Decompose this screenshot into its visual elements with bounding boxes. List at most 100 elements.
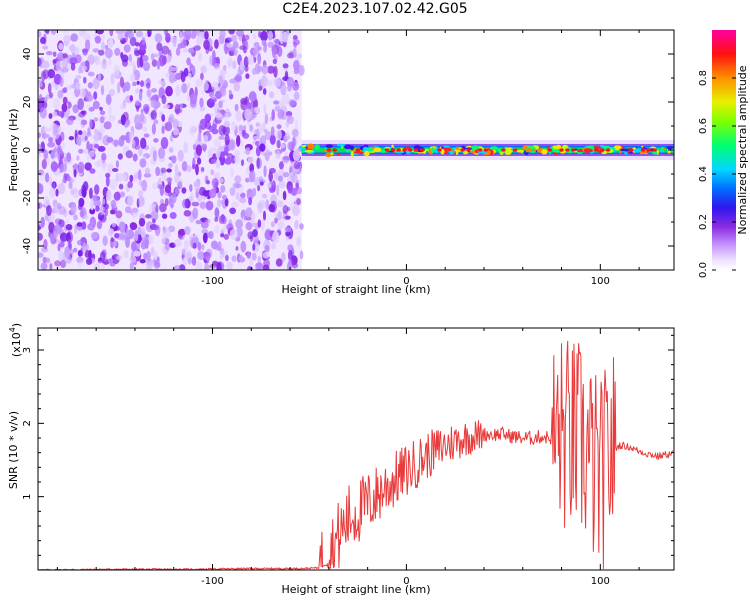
noise-speck: [53, 230, 59, 239]
noise-speck: [137, 169, 142, 181]
noise-speck: [232, 60, 237, 70]
signal-blob: [442, 147, 452, 152]
noise-speck: [282, 63, 289, 69]
noise-speck: [151, 123, 156, 135]
noise-speck: [258, 85, 263, 92]
noise-speck: [249, 257, 254, 267]
noise-speck: [235, 246, 239, 251]
noise-speck: [194, 181, 201, 193]
noise-speck: [292, 48, 297, 58]
signal-blob: [430, 147, 435, 153]
noise-speck: [264, 244, 270, 253]
noise-speck: [220, 151, 225, 159]
noise-speck: [186, 82, 191, 89]
noise-speck: [153, 261, 160, 269]
noise-speck: [150, 110, 157, 120]
noise-speck: [161, 167, 167, 174]
noise-speck: [124, 31, 128, 43]
noise-speck: [112, 240, 118, 248]
noise-speck: [213, 62, 220, 70]
signal-peak: [600, 148, 605, 152]
noise-speck: [293, 91, 300, 101]
signal-blob: [330, 152, 334, 156]
noise-speck: [244, 34, 250, 41]
noise-speck: [41, 159, 47, 170]
signal-blob: [336, 153, 341, 156]
noise-speck: [153, 119, 159, 125]
noise-speck: [47, 82, 52, 94]
signal-peak: [547, 148, 553, 152]
noise-speck: [81, 65, 88, 71]
noise-speck: [140, 227, 146, 239]
noise-speck: [217, 191, 222, 199]
noise-speck: [123, 250, 128, 259]
signal-blob: [425, 148, 429, 151]
noise-speck: [140, 108, 144, 114]
noise-speck: [245, 73, 250, 79]
signal-blob: [301, 150, 305, 153]
noise-speck: [66, 117, 74, 126]
noise-speck: [275, 150, 281, 159]
noise-speck: [252, 135, 259, 141]
signal-blob: [325, 152, 332, 158]
noise-speck: [271, 109, 276, 121]
noise-speck: [113, 64, 120, 77]
noise-speck: [148, 234, 155, 245]
noise-speck: [229, 93, 234, 100]
noise-speck: [87, 54, 95, 65]
noise-speck: [280, 83, 287, 96]
noise-speck: [256, 157, 260, 170]
noise-speck: [223, 233, 230, 240]
noise-speck: [86, 140, 90, 152]
noise-speck: [220, 214, 225, 222]
noise-speck: [262, 210, 267, 221]
colorbar-gradient: [712, 30, 736, 270]
noise-speck: [238, 254, 244, 263]
signal-blob: [576, 149, 585, 153]
noise-speck: [88, 249, 92, 261]
signal-blob: [364, 150, 370, 157]
noise-speck: [125, 227, 130, 240]
noise-speck: [135, 99, 140, 106]
signal-peak: [605, 148, 611, 152]
noise-speck: [58, 250, 63, 261]
noise-speck: [141, 179, 148, 192]
noise-speck: [184, 30, 191, 39]
noise-speck: [84, 162, 92, 171]
noise-speck: [269, 91, 274, 99]
noise-speck: [268, 167, 276, 174]
signal-blob: [304, 149, 314, 153]
noise-speck: [220, 233, 225, 238]
noise-speck: [184, 239, 189, 251]
noise-speck: [214, 225, 220, 234]
noise-speck: [228, 138, 236, 151]
noise-speck: [247, 265, 253, 270]
noise-speck: [55, 188, 59, 197]
noise-speck: [239, 197, 247, 204]
colorbar: 0.0 0.2 0.4 0.6 0.8 Normalized spectral ampl…: [698, 30, 749, 278]
noise-speck: [231, 121, 237, 132]
noise-speck: [102, 235, 108, 246]
y-tick-label: 0: [22, 147, 33, 153]
noise-speck: [115, 160, 119, 168]
noise-speck: [125, 150, 133, 159]
noise-speck: [132, 81, 137, 87]
noise-speck: [82, 48, 88, 56]
signal-blob: [546, 146, 550, 149]
noise-speck: [78, 261, 83, 269]
signal-blob: [656, 149, 659, 155]
noise-speck: [130, 250, 135, 263]
noise-speck: [119, 76, 124, 88]
noise-speck: [295, 186, 302, 195]
noise-speck: [174, 164, 179, 176]
noise-speck: [76, 222, 83, 227]
noise-speck: [261, 64, 269, 75]
noise-speck: [206, 180, 210, 185]
noise-speck: [294, 119, 298, 131]
noise-speck: [262, 45, 267, 52]
noise-speck: [287, 115, 294, 125]
noise-speck: [152, 53, 160, 58]
signal-peak: [559, 148, 564, 152]
noise-speck: [179, 31, 184, 43]
noise-speck: [70, 43, 75, 54]
